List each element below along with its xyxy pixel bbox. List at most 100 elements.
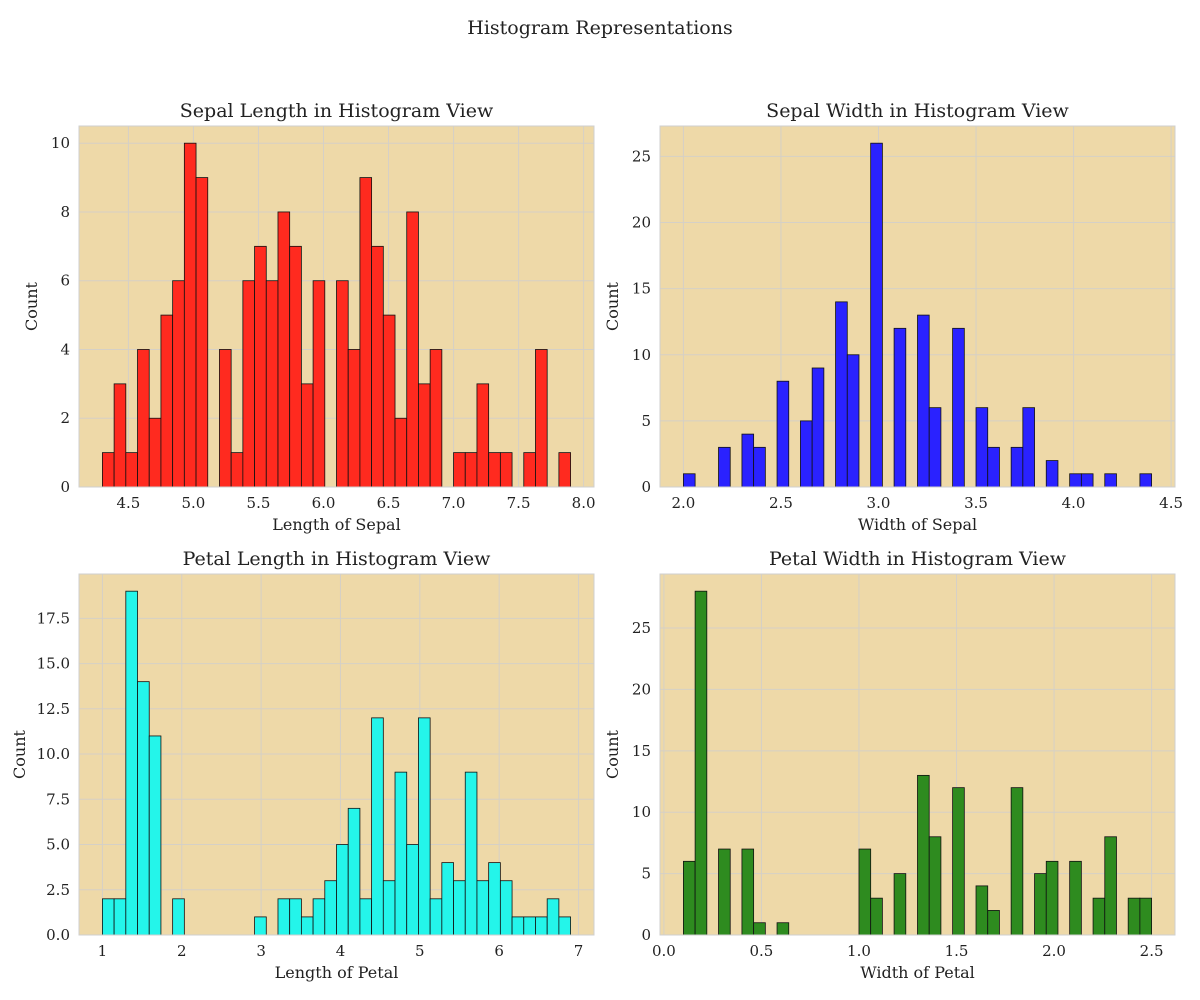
x-tick-label: 4.5 <box>116 494 140 512</box>
histogram-bar <box>102 898 115 936</box>
histogram-bar <box>1127 897 1141 936</box>
plot-frame <box>659 573 1176 936</box>
histogram-bar <box>359 898 373 936</box>
y-tick-label: 15.0 <box>37 655 70 673</box>
x-tick-label: 7.5 <box>507 494 531 512</box>
histogram-bar <box>928 407 942 488</box>
y-axis-label: Count <box>603 281 622 330</box>
x-tick-label: 4.0 <box>1062 494 1086 512</box>
y-tick-label: 5 <box>641 865 651 883</box>
histogram-bar <box>102 452 115 488</box>
plot-frame <box>659 125 1176 488</box>
histogram-bar <box>1010 446 1024 488</box>
histogram-bar <box>125 452 138 488</box>
x-tick-label: 6 <box>494 942 504 960</box>
x-axis-label: Width of Sepal <box>858 515 977 534</box>
plot-frame <box>78 125 595 488</box>
histogram-bar <box>499 452 513 488</box>
panel-title: Petal Length in Histogram View <box>183 548 492 570</box>
y-tick-label: 15 <box>632 742 651 760</box>
histogram-bar <box>406 211 419 488</box>
x-tick-label: 8.0 <box>572 494 596 512</box>
histogram-bar <box>137 349 150 488</box>
histogram-bar <box>300 916 314 936</box>
histogram-bar <box>683 473 696 488</box>
histogram-bar <box>858 848 872 936</box>
histogram-bar <box>870 142 883 488</box>
histogram-bar <box>172 280 185 488</box>
y-tick-label: 25 <box>632 619 651 637</box>
histogram-bar <box>776 922 790 936</box>
histogram-bar <box>418 717 431 936</box>
histogram-bar <box>347 349 361 488</box>
histogram-bar <box>453 880 466 936</box>
histogram-panel-2: 2.0 2.5 3.0 3.5 4.0 4.5 0 5 10 15 20 25 Sepal Width … <box>603 100 1183 534</box>
y-tick-label: 5 <box>641 412 651 430</box>
histogram-bar <box>254 245 267 488</box>
histogram-bar <box>359 177 373 488</box>
histogram-bar <box>523 916 536 936</box>
x-tick-label: 3.0 <box>867 494 891 512</box>
histogram-bar <box>1045 860 1059 936</box>
histogram-bar <box>125 590 138 936</box>
histogram-bar <box>1092 897 1106 936</box>
histogram-bar <box>464 452 478 488</box>
histogram-bar <box>1104 473 1117 488</box>
x-tick-label: 1.0 <box>847 942 871 960</box>
histogram-bar <box>265 280 279 488</box>
y-axis-label: Count <box>10 729 29 778</box>
histogram-panel-1: 4.5 5.0 5.5 6.0 6.5 7.0 7.5 8.0 0 2 4 6 8 10 Sepal Len… <box>22 100 596 534</box>
histogram-bar <box>1069 473 1082 488</box>
x-tick-label: 0.0 <box>652 942 676 960</box>
y-tick-label: 5.0 <box>46 836 70 854</box>
y-tick-label: 12.5 <box>37 700 70 718</box>
x-tick-label: 7 <box>574 942 584 960</box>
histogram-bar <box>394 771 408 936</box>
y-tick-label: 7.5 <box>46 790 70 808</box>
x-tick-label: 3 <box>256 942 266 960</box>
y-tick-label: 10 <box>632 803 651 821</box>
histogram-bar <box>148 417 162 488</box>
histogram-bar <box>835 301 848 488</box>
histogram-bar <box>1022 407 1035 488</box>
x-tick-label: 2.0 <box>671 494 695 512</box>
histogram-bar <box>1045 460 1059 488</box>
histogram-bar <box>254 916 267 936</box>
histogram-bar <box>753 922 766 936</box>
histogram-bar <box>987 446 1000 488</box>
histogram-bar <box>382 880 396 936</box>
histogram-bar <box>429 349 443 488</box>
y-tick-label: 25 <box>632 147 651 165</box>
histogram-bar <box>476 383 490 488</box>
histogram-bar <box>811 367 825 488</box>
histogram-bar <box>242 280 255 488</box>
histogram-bar <box>277 898 291 936</box>
histogram-bar <box>1104 836 1117 936</box>
x-tick-label: 2.0 <box>1042 942 1066 960</box>
histogram-bar <box>324 880 337 936</box>
x-tick-label: 0.5 <box>750 942 774 960</box>
histogram-bar <box>382 314 396 488</box>
histogram-bar <box>718 848 731 936</box>
histogram-bar <box>975 885 989 936</box>
histogram-bar <box>1139 473 1152 488</box>
histogram-bar <box>800 420 813 488</box>
histogram-bar <box>546 898 560 936</box>
histogram-bar <box>488 452 501 488</box>
histogram-bar <box>289 898 302 936</box>
x-tick-label: 2 <box>177 942 187 960</box>
histogram-bar <box>846 354 860 488</box>
panel-title: Sepal Width in Histogram View <box>766 100 1069 122</box>
histogram-bar <box>928 836 942 936</box>
histogram-bar <box>148 735 162 936</box>
histogram-bar <box>230 452 244 488</box>
histogram-bar <box>753 446 766 488</box>
histogram-bar <box>952 787 965 936</box>
histogram-bar <box>371 717 384 936</box>
histogram-panel-3: 1 2 3 4 5 6 7 0.0 2.5 5.0 7.5 10.0 12.5 15.0 17.5 Petal… <box>10 548 595 982</box>
histogram-bar <box>535 916 548 936</box>
histogram-bar <box>137 681 150 936</box>
histogram-bar <box>1069 860 1082 936</box>
y-tick-label: 8 <box>60 203 70 221</box>
